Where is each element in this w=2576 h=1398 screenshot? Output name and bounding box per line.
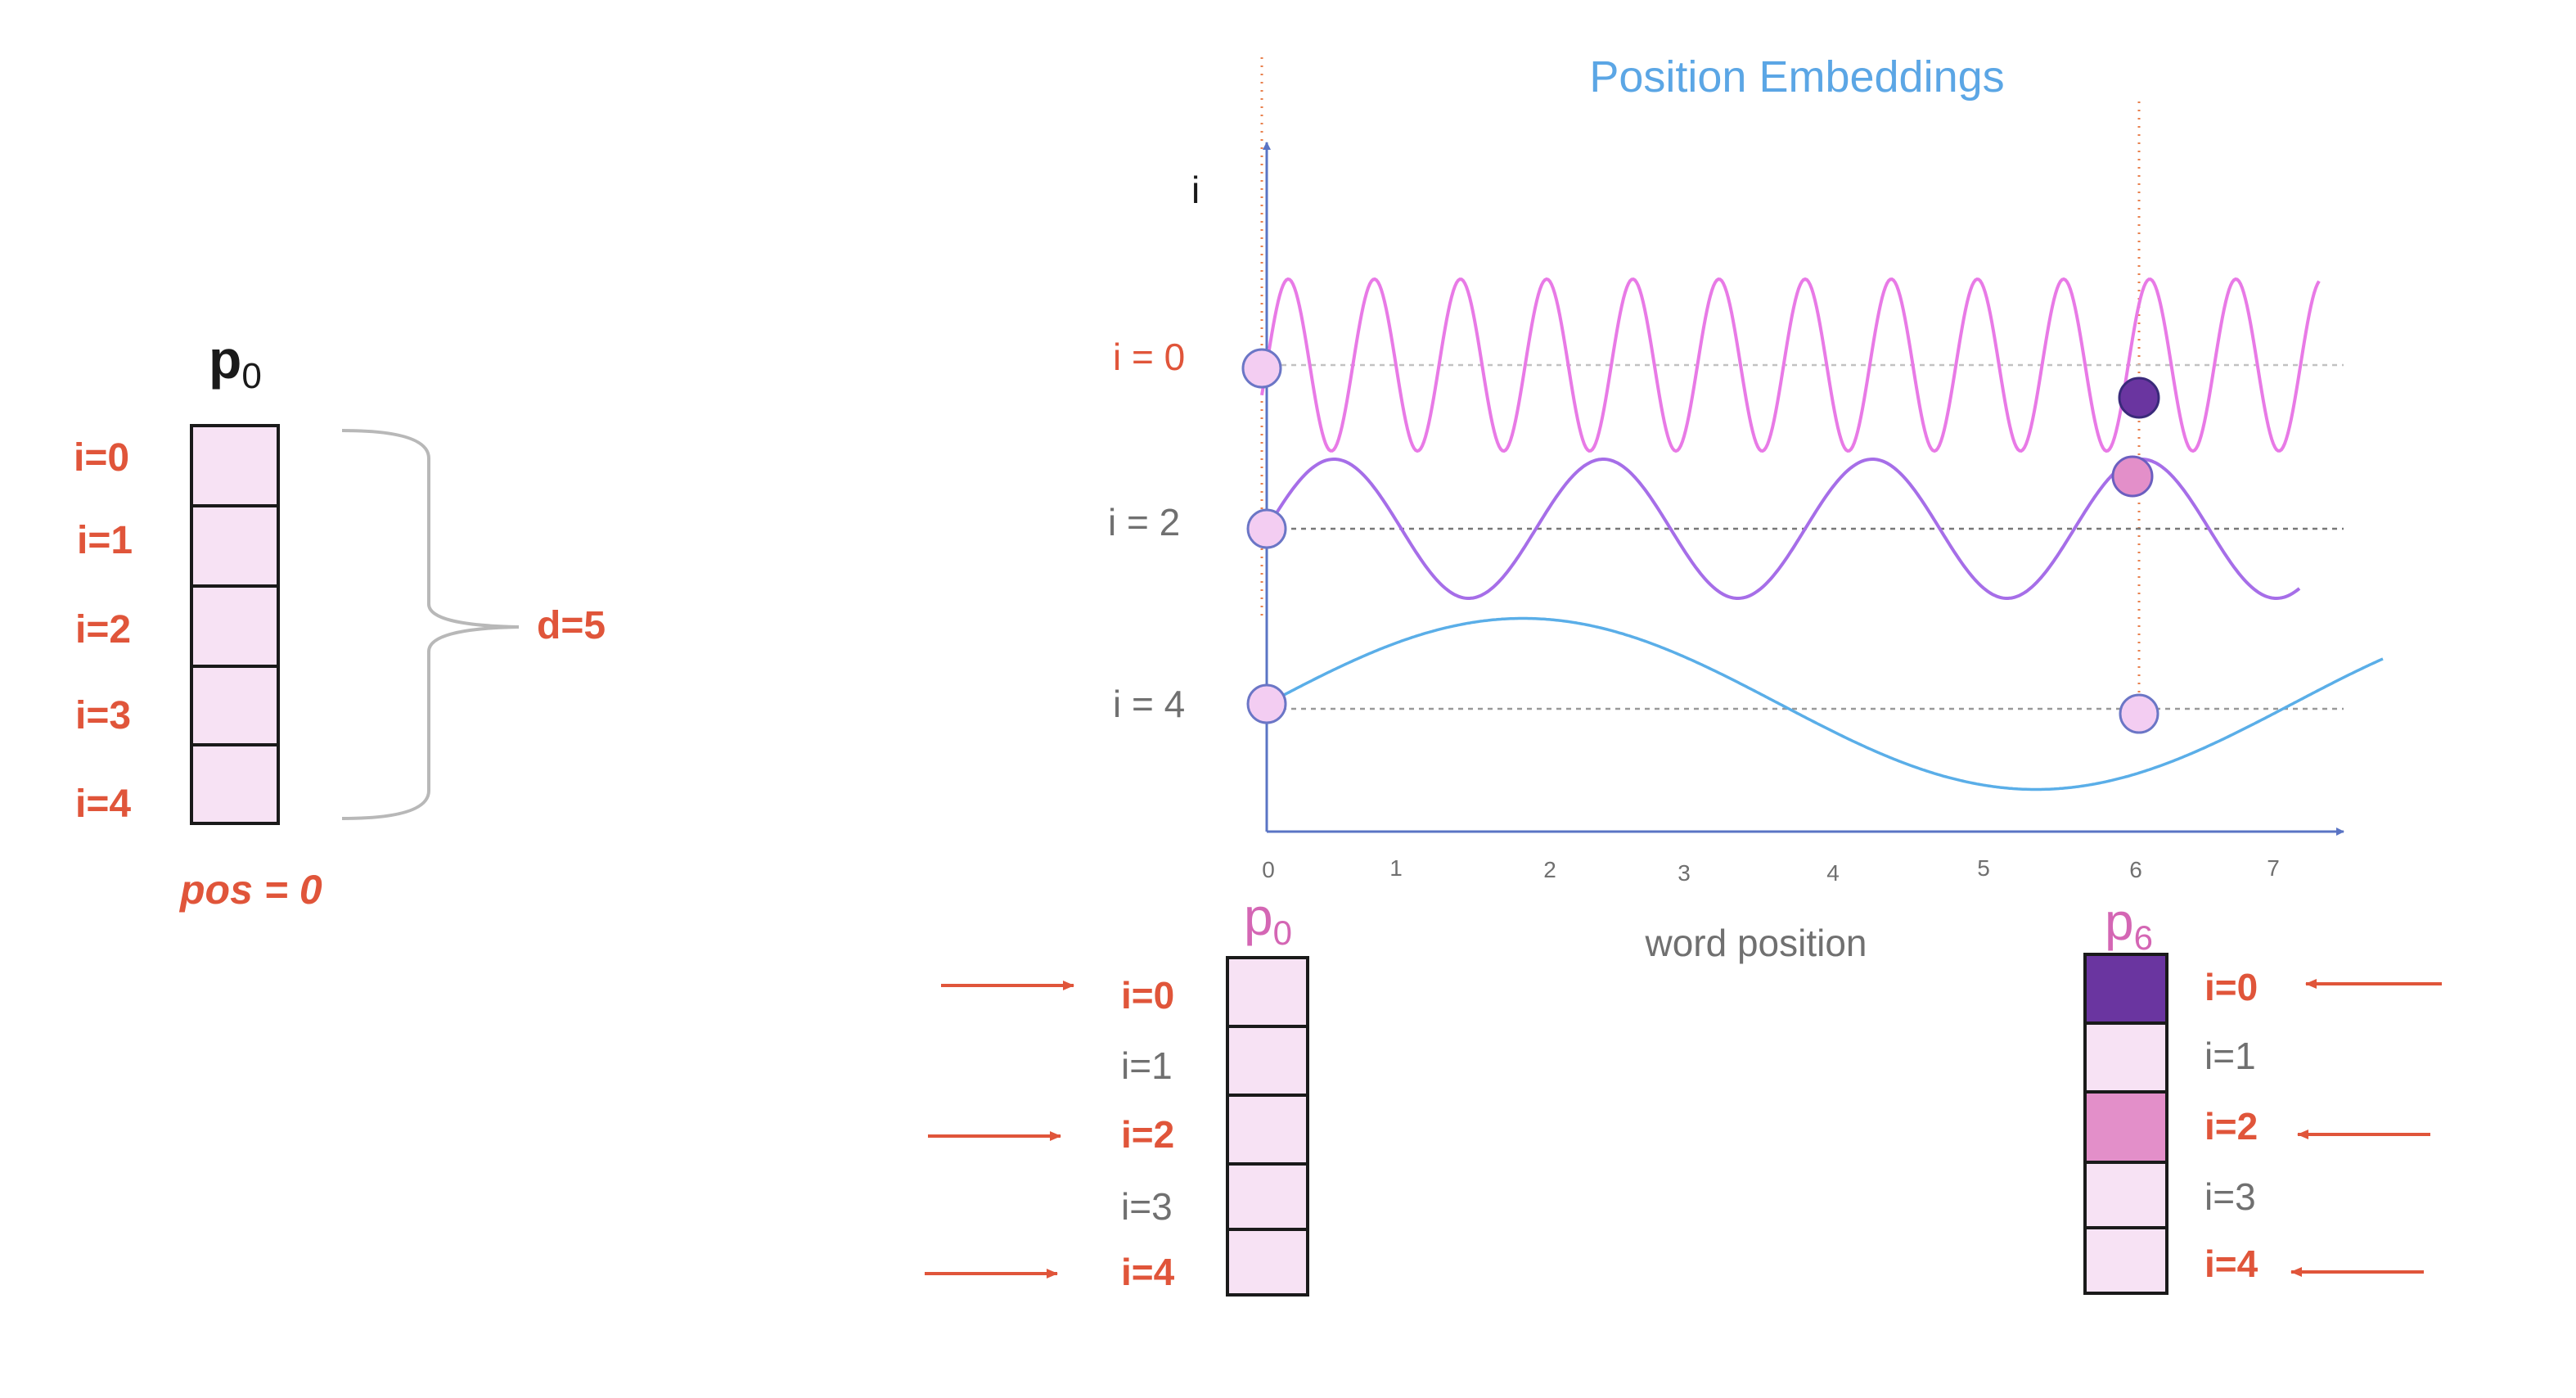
x-tick-6: 6 xyxy=(2129,857,2142,882)
dimension-brace xyxy=(341,429,520,820)
p6-cell-4 xyxy=(2083,1226,2168,1295)
p6-subscript: 6 xyxy=(2134,918,2153,957)
p0-row-label-2: i=2 xyxy=(1121,1113,1174,1156)
p0-row-label-1: i=1 xyxy=(1121,1044,1173,1087)
x-tick-2: 2 xyxy=(1543,857,1556,882)
p6-row-label-1: i=1 xyxy=(2204,1035,2256,1077)
p6-cell-2 xyxy=(2083,1090,2168,1164)
x-tick-1: 1 xyxy=(1389,855,1403,881)
p0-cell-1 xyxy=(1226,1025,1309,1097)
p6-cell-0 xyxy=(2083,953,2168,1025)
p6-cell-1 xyxy=(2083,1021,2168,1094)
p6-letter: p xyxy=(2105,892,2134,951)
y-axis-label: i xyxy=(1191,169,1200,211)
marker-pos6-i2 xyxy=(2111,455,2154,498)
chart-title: Position Embeddings xyxy=(1589,52,2004,101)
left-vector-panel: p0 i=0 i=1 i=2 i=3 i=4 d=5 pos = 0 xyxy=(74,329,606,913)
p0-subscript: 0 xyxy=(1273,913,1292,952)
position-embeddings-chart: Position Embeddings i i = 0 i = 2 i = 4 … xyxy=(1108,52,2384,964)
left-vector-cell-3 xyxy=(190,665,280,746)
series-i0-curve xyxy=(1260,277,2321,453)
x-tick-0: 0 xyxy=(1262,857,1275,882)
left-vector-cell-0 xyxy=(190,424,280,507)
left-dim-label-4: i=4 xyxy=(75,782,131,826)
left-vector-symbol: p0 xyxy=(209,329,262,396)
p6-row-label-4: i=4 xyxy=(2204,1242,2259,1285)
marker-pos0-i2 xyxy=(1246,508,1287,549)
p0-cell-3 xyxy=(1226,1162,1309,1231)
p6-row-label-3: i=3 xyxy=(2204,1175,2256,1218)
x-tick-7: 7 xyxy=(2267,855,2280,881)
left-vector-cell-4 xyxy=(190,743,280,825)
p0-cell-0 xyxy=(1226,956,1309,1028)
p0-letter: p xyxy=(1244,887,1273,946)
bottom-vector-p6: p6 i=0 i=1 i=2 i=3 i=4 xyxy=(2083,892,2442,1295)
p6-row-label-0: i=0 xyxy=(2204,966,2258,1008)
bottom-vector-p0: p0 i=0 i=1 i=2 i=3 i=4 xyxy=(925,887,1309,1297)
marker-pos0-i0 xyxy=(1241,348,1282,389)
left-vector-subscript: 0 xyxy=(241,356,261,396)
p0-cell-4 xyxy=(1226,1228,1309,1297)
p0-symbol: p0 xyxy=(1244,887,1292,952)
series-i4-curve xyxy=(1266,616,2384,791)
x-tick-labels: 0 1 2 3 4 5 6 7 xyxy=(1262,855,2280,886)
position-label: pos = 0 xyxy=(178,867,322,913)
left-dim-label-1: i=1 xyxy=(77,519,133,562)
left-dim-label-0: i=0 xyxy=(74,436,129,480)
left-vector-cell-2 xyxy=(190,584,280,668)
marker-pos6-i0 xyxy=(2118,377,2160,419)
left-dim-label-3: i=3 xyxy=(75,694,131,737)
left-dim-labels: i=0 i=1 i=2 i=3 i=4 xyxy=(74,436,133,826)
x-tick-3: 3 xyxy=(1678,860,1691,886)
series-label-i0: i = 0 xyxy=(1113,336,1185,378)
series-label-i4: i = 4 xyxy=(1113,683,1185,725)
left-vector-letter: p xyxy=(209,329,241,390)
p6-cell-3 xyxy=(2083,1161,2168,1229)
marker-pos0-i4 xyxy=(1246,683,1287,724)
p0-cell-2 xyxy=(1226,1094,1309,1166)
x-axis-label: word position xyxy=(1644,922,1867,964)
left-vector-cell-1 xyxy=(190,504,280,588)
x-tick-5: 5 xyxy=(1977,855,1990,881)
p0-row-label-3: i=3 xyxy=(1121,1185,1173,1228)
left-vector-cells xyxy=(190,424,280,825)
series-label-i2: i = 2 xyxy=(1108,501,1180,543)
p6-symbol: p6 xyxy=(2105,892,2153,957)
x-tick-4: 4 xyxy=(1826,860,1840,886)
left-dim-label-2: i=2 xyxy=(75,608,131,652)
p0-row-label-4: i=4 xyxy=(1121,1251,1175,1293)
marker-pos6-i4 xyxy=(2119,693,2159,734)
dimension-count-label: d=5 xyxy=(537,604,606,647)
p0-row-label-0: i=0 xyxy=(1121,974,1174,1017)
p6-row-label-2: i=2 xyxy=(2204,1105,2258,1148)
